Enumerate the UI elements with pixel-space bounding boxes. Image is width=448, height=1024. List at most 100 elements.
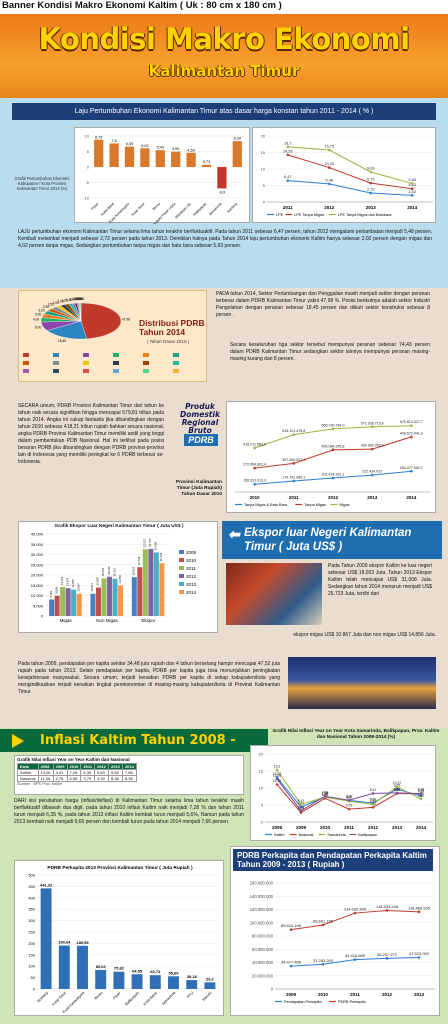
legend-swatch: [113, 361, 119, 365]
growth-paragraph: LAJU pertumbuhan ekonomi Kalimantan Timu…: [18, 229, 432, 249]
data-label: 8,38: [394, 788, 401, 792]
x-tick-label: 2011: [344, 825, 354, 830]
data-label: 12,66: [273, 773, 282, 777]
data-label: -6,9: [219, 190, 226, 194]
perkapita-panel: PDRB Perkapita dan Pendapatan Perkapita …: [230, 846, 440, 1016]
legend-label: LPE Tanpa Migas dan Batubara: [338, 213, 392, 217]
x-tick-label: Paser: [112, 990, 122, 1000]
x-tick-label: Paser: [90, 201, 100, 211]
legend-swatch: [83, 369, 89, 373]
x-tick-label: 2013: [366, 205, 377, 210]
data-label: 6,02: [141, 144, 148, 148]
data-label: 46.297.272: [377, 952, 398, 957]
inflasi-table: Kota 2008 2009 2010 2011 2012 2013 2014 Kaltim 1…: [17, 763, 137, 782]
data-label: 19.160: [107, 566, 111, 575]
bar: [142, 549, 148, 616]
data-point: [253, 446, 256, 450]
data-label: 6,1: [347, 796, 352, 800]
chart-pdrb-svg: 2010 2011 2012 2013 2014 156.331.613,9 179.791…: [235, 420, 431, 507]
bar: [49, 599, 55, 616]
data-label: 8,00: [35, 326, 41, 330]
distribusi-title: Distribusi PDRB Tahun 2014: [139, 318, 205, 337]
x-tick-label: 2010: [250, 495, 261, 500]
x-tick-label: Berau: [94, 991, 104, 1001]
x-tick-label: 2012: [368, 825, 379, 830]
inflasi-table-title: Grafik Nilai Inflasi Year on Year Kaltim…: [17, 757, 130, 762]
table-cell: Nasional: [17, 775, 39, 782]
bar: [118, 585, 124, 616]
data-label: 2,00: [53, 301, 59, 305]
chart-perkapita-svg: 0 20.000.000 40.000.000 60.000.000 80.000.00…: [250, 881, 435, 1004]
x-tick-label: Samarinda: [161, 991, 176, 1006]
data-label: 6,47: [284, 175, 291, 179]
y-tick-label: 0: [261, 820, 264, 825]
legend-label: Samarinda: [327, 833, 346, 837]
x-tick-label: 2011: [283, 205, 293, 210]
data-label: 2,72: [367, 188, 374, 192]
y-tick-label: 10: [85, 134, 90, 139]
legend-label: Tanpa Migas & Batu Bara: [244, 503, 288, 507]
data-point: [419, 794, 423, 798]
y-tick-label: 10: [259, 786, 264, 791]
chart-growth-kabkota-svg: -10 -5 0 5 10 8,79 Paser 7,6 Kutai Barat 6,59 Kuta…: [83, 134, 245, 224]
data-point: [410, 194, 414, 197]
legend-label: Tanpa Migas: [304, 503, 326, 507]
legend-swatch: [179, 582, 184, 586]
data-label: 14.856: [118, 575, 122, 584]
x-tick-label: 2013: [367, 495, 378, 500]
y-tick-label: -5: [85, 180, 89, 185]
data-label: 8,36: [418, 788, 425, 792]
data-label: 15,75: [324, 145, 334, 149]
data-point: [321, 923, 325, 927]
data-label: 47,98: [122, 317, 130, 321]
y-tick-label: 5: [261, 803, 264, 808]
y-tick-label: 80.000.000: [252, 934, 274, 939]
data-label: 1,50: [66, 298, 72, 302]
data-point: [395, 791, 399, 795]
bar: [112, 578, 118, 616]
data-label: 1,00: [69, 297, 75, 301]
bar: [54, 595, 60, 616]
data-point: [289, 964, 293, 968]
legend-label: LPE Tanpa Migas: [294, 213, 324, 217]
table-cell: 6,96: [66, 775, 82, 782]
data-label: 44.416.689: [345, 953, 366, 958]
y-tick-label: 20.000.000: [252, 973, 274, 978]
data-label: 7,58: [322, 791, 329, 795]
data-point: [395, 787, 399, 791]
data-label: 1,50: [62, 298, 68, 302]
data-label: 11,06: [273, 779, 281, 783]
bar: [131, 577, 137, 616]
data-label: 8,34: [234, 137, 241, 141]
data-point: [299, 803, 303, 806]
y-tick-label: 0: [271, 987, 274, 992]
y-tick-label: 0: [33, 987, 36, 992]
legend-swatch: [53, 369, 59, 373]
data-label: 2,00: [57, 299, 63, 303]
data-label: 83,62: [96, 964, 107, 969]
table-cell: 8,38: [108, 775, 123, 782]
y-tick-label: 30.000: [31, 552, 44, 557]
data-point: [410, 187, 414, 191]
data-label: 0,73: [203, 160, 210, 164]
data-label: 579.813.427,7: [400, 420, 423, 424]
data-point: [327, 166, 331, 169]
legend-swatch: [53, 353, 59, 357]
x-tick-label: 2014: [407, 205, 418, 210]
bar: [71, 589, 77, 616]
data-point: [410, 469, 413, 473]
data-label: 179.791.089,1: [282, 475, 305, 479]
chart-growth-kabkota: -10 -5 0 5 10 8,79 Paser 7,6 Kutai Barat 6,59 Kuta…: [74, 127, 250, 224]
data-label: 8,35: [418, 788, 425, 792]
x-tick-label: Non Migas: [96, 618, 118, 623]
data-label: 189,55: [76, 940, 89, 945]
bar: [107, 576, 113, 616]
data-point: [286, 145, 290, 149]
pdrb-paragraph: SECARA umum, PDRB Provinsi Kalimantan Ti…: [18, 403, 164, 465]
data-label: 222.434.022: [362, 470, 382, 474]
legend-label: Migas: [339, 503, 349, 507]
data-label: 571.938.715,6: [361, 421, 384, 425]
bar: [131, 974, 143, 989]
legend-swatch: [113, 353, 119, 357]
ekspor-paragraph: Pada Tahun 2009 ekspor Kaltim ke luar ne…: [328, 563, 432, 597]
